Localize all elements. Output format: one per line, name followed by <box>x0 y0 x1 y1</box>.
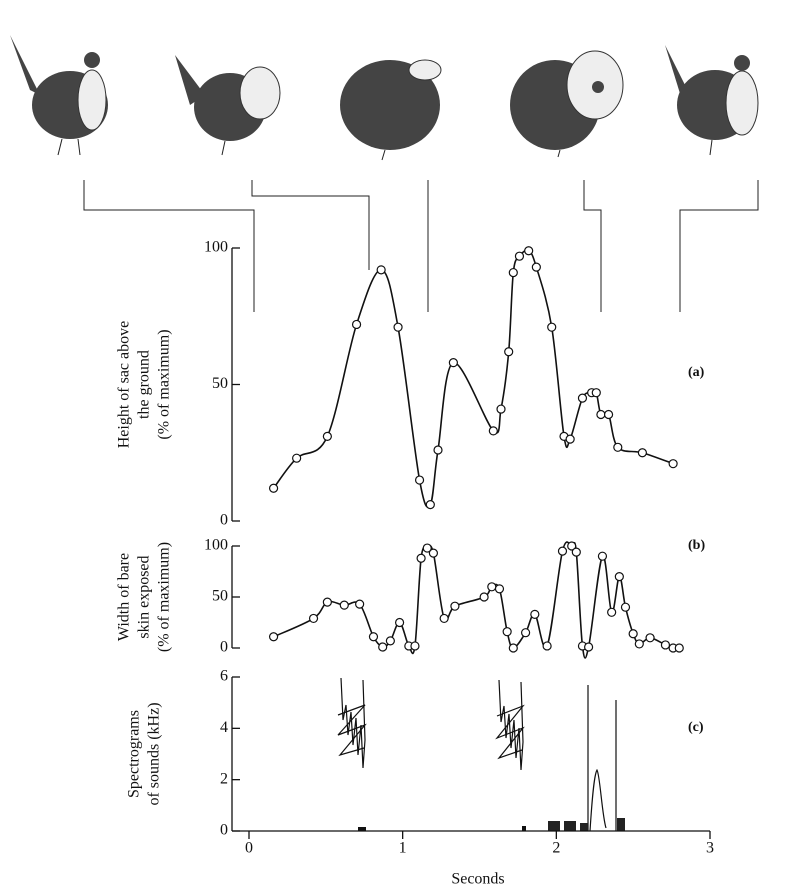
data-point <box>504 347 514 357</box>
data-point <box>531 262 541 272</box>
data-point <box>524 246 534 256</box>
data-point <box>520 628 531 638</box>
y-axis-label: (% of maximum) <box>156 542 173 652</box>
spectrogram-traces <box>337 677 625 832</box>
data-point <box>322 431 332 441</box>
y-tick-label: 0 <box>220 512 228 529</box>
data-point <box>567 541 577 551</box>
panel-label: (b) <box>688 538 705 553</box>
y-axis-label: (% of maximum) <box>156 329 173 439</box>
data-point <box>479 592 489 602</box>
data-point <box>614 571 624 582</box>
y-axis-label: Spectrograms <box>126 710 143 798</box>
y-tick-label: 100 <box>204 537 228 554</box>
x-axis-label: Seconds <box>451 871 504 888</box>
data-point <box>410 641 420 651</box>
data-point <box>668 459 678 469</box>
y-tick-label: 0 <box>220 822 228 839</box>
data-point <box>603 409 614 420</box>
data-point <box>645 633 655 643</box>
data-line <box>272 249 674 508</box>
data-point <box>496 404 506 414</box>
y-tick-label: 100 <box>204 239 228 256</box>
data-point <box>425 500 435 510</box>
data-point <box>660 640 671 650</box>
data-point <box>628 629 638 639</box>
data-point <box>378 642 388 652</box>
y-tick-label: 4 <box>220 719 228 736</box>
data-point <box>607 607 617 617</box>
data-point <box>494 584 505 594</box>
y-axis-label: the ground <box>136 350 153 419</box>
data-point <box>422 543 432 553</box>
data-point <box>514 251 525 261</box>
data-point <box>394 617 405 628</box>
data-point <box>487 582 497 592</box>
x-tick-label: 0 <box>245 840 253 857</box>
data-point <box>268 632 279 642</box>
connectors <box>83 180 759 312</box>
data-point <box>433 445 443 455</box>
data-point <box>351 319 362 330</box>
data-point <box>488 426 498 436</box>
data-point <box>571 547 581 557</box>
data-point <box>428 548 438 558</box>
data-point <box>385 636 395 646</box>
data-point <box>308 613 319 624</box>
data-point <box>416 553 426 563</box>
data-point <box>557 546 568 556</box>
data-point <box>368 632 379 642</box>
data-point <box>584 642 594 652</box>
data-point <box>508 267 518 278</box>
data-point <box>376 265 386 275</box>
data-point <box>450 601 460 611</box>
data-point <box>268 483 279 493</box>
x-tick-label: 3 <box>706 840 714 857</box>
bird-illustrations <box>10 35 759 161</box>
y-axis-label: skin exposed <box>136 555 153 638</box>
y-tick-label: 50 <box>212 588 228 605</box>
data-point <box>620 602 631 612</box>
data-point <box>637 448 647 458</box>
y-axis-label: Height of sac above <box>116 321 133 449</box>
data-point <box>542 641 552 651</box>
data-point <box>577 393 588 403</box>
data-line <box>273 541 680 659</box>
x-tick-label: 1 <box>399 840 407 857</box>
data-point <box>530 609 540 619</box>
data-point <box>591 388 601 398</box>
data-point <box>547 322 557 332</box>
data-point <box>448 358 458 368</box>
data-point <box>508 643 518 653</box>
data-point <box>565 434 575 444</box>
y-axis-label: Width of bare <box>116 553 133 641</box>
panel-label: (a) <box>688 365 705 380</box>
y-tick-label: 6 <box>220 668 228 685</box>
data-point <box>597 551 608 561</box>
data-point <box>439 613 449 624</box>
data-point <box>634 639 644 649</box>
y-axis-label: of sounds (kHz) <box>146 702 163 805</box>
data-point <box>393 322 403 332</box>
data-point <box>596 409 606 420</box>
data-point <box>414 475 425 485</box>
data-point <box>339 600 349 610</box>
y-tick-label: 0 <box>220 639 228 656</box>
y-tick-label: 2 <box>220 770 228 787</box>
data-point <box>674 643 684 653</box>
data-point <box>292 453 302 463</box>
panel-label: (c) <box>688 720 704 735</box>
y-tick-label: 50 <box>212 375 228 392</box>
data-point <box>322 597 332 607</box>
data-point <box>502 627 512 637</box>
data-point <box>355 599 365 609</box>
x-tick-label: 2 <box>552 840 560 857</box>
data-point <box>613 442 623 452</box>
